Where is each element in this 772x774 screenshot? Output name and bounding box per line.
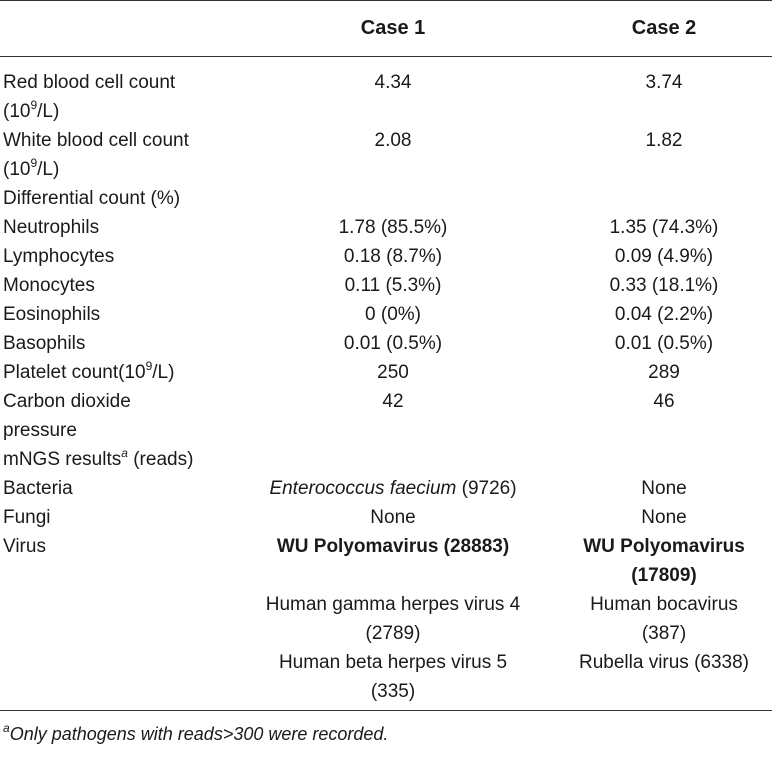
row-label: White blood cell count (109/L) xyxy=(3,130,189,180)
case1-value xyxy=(230,445,556,474)
table-row-fungi: Fungi None None xyxy=(0,503,772,532)
case1-value: 0.18 (8.7%) xyxy=(343,246,443,267)
table-row-differential: Differential count (%) xyxy=(0,184,772,213)
table-row-bacteria: Bacteria Enterococcus faecium (9726) Non… xyxy=(0,474,772,503)
table-row-eosinophils: Eosinophils 0 (0%) 0.04 (2.2%) xyxy=(0,300,772,329)
row-label: Monocytes xyxy=(3,275,95,296)
row-label: Fungi xyxy=(3,507,51,528)
header-case1: Case 1 xyxy=(230,0,556,57)
case1-value: Human gamma herpes virus 4 (2789) xyxy=(265,594,521,644)
case1-value: None xyxy=(370,507,416,528)
table-row-virus-2: Human gamma herpes virus 4 (2789) Human b… xyxy=(0,590,772,648)
table-row-virus-3: Human beta herpes virus 5 (335) Rubella v… xyxy=(0,648,772,711)
case1-value: 250 xyxy=(377,362,409,383)
row-label xyxy=(0,648,230,711)
case2-value: 0.33 (18.1%) xyxy=(609,275,719,296)
case2-value: 0.01 (0.5%) xyxy=(614,333,714,354)
case1-value: 0 (0%) xyxy=(365,304,421,325)
header-row: Case 1 Case 2 xyxy=(0,0,772,57)
table-row-wbc: White blood cell count (109/L) 2.08 1.82 xyxy=(0,126,772,184)
row-label: Bacteria xyxy=(3,478,73,499)
case2-value: 3.74 xyxy=(645,72,683,93)
case2-value: 0.09 (4.9%) xyxy=(614,246,714,267)
case1-value xyxy=(230,184,556,213)
case2-value: 1.35 (74.3%) xyxy=(609,217,719,238)
case1-value: Enterococcus faecium (9726) xyxy=(269,478,517,499)
row-label: Neutrophils xyxy=(3,217,100,238)
row-label: Eosinophils xyxy=(3,304,101,325)
case2-value: None xyxy=(641,507,687,528)
header-case2: Case 2 xyxy=(556,0,772,57)
row-label: Carbon dioxide pressure xyxy=(3,391,131,441)
row-label xyxy=(0,590,230,648)
case2-value: Rubella virus (6338) xyxy=(556,648,772,711)
case1-value: 42 xyxy=(382,391,404,412)
row-label: Platelet count(109/L) xyxy=(3,358,175,383)
case2-value: Human bocavirus (387) xyxy=(590,594,738,644)
table-row-platelet: Platelet count(109/L) 250 289 xyxy=(0,358,772,387)
case1-value: WU Polyomavirus (28883) xyxy=(276,536,510,557)
case2-value xyxy=(556,445,772,474)
row-label: Basophils xyxy=(3,333,86,354)
case1-value: 0.11 (5.3%) xyxy=(344,275,442,296)
row-label: mNGS resultsa (reads) xyxy=(3,445,194,470)
case2-value: 0.04 (2.2%) xyxy=(614,304,714,325)
row-label: Red blood cell count (109/L) xyxy=(3,72,176,122)
data-table-container: Case 1 Case 2 Red blood cell count (109/L… xyxy=(0,0,772,744)
case2-value xyxy=(556,184,772,213)
table-row-basophils: Basophils 0.01 (0.5%) 0.01 (0.5%) xyxy=(0,329,772,358)
case1-value: 2.08 xyxy=(374,130,412,151)
data-table: Case 1 Case 2 Red blood cell count (109/L… xyxy=(0,0,772,711)
row-label: Virus xyxy=(3,536,46,557)
table-row-virus: Virus WU Polyomavirus (28883) WU Polyoma… xyxy=(0,532,772,590)
table-footnote: aOnly pathogens with reads>300 were reco… xyxy=(3,721,389,744)
table-row-lymphocytes: Lymphocytes 0.18 (8.7%) 0.09 (4.9%) xyxy=(0,242,772,271)
case2-value: 289 xyxy=(648,362,680,383)
row-label: Lymphocytes xyxy=(3,246,115,267)
table-row-neutrophils: Neutrophils 1.78 (85.5%) 1.35 (74.3%) xyxy=(0,213,772,242)
case2-value: WU Polyomavirus (17809) xyxy=(583,536,745,586)
case1-value: 4.34 xyxy=(374,72,412,93)
case2-value: None xyxy=(641,478,687,499)
case1-value: 0.01 (0.5%) xyxy=(343,333,443,354)
case1-value: 1.78 (85.5%) xyxy=(338,217,448,238)
table-row-rbc: Red blood cell count (109/L) 4.34 3.74 xyxy=(0,57,772,127)
case1-value: Human beta herpes virus 5 (335) xyxy=(230,648,556,711)
table-row-co2: Carbon dioxide pressure 42 46 xyxy=(0,387,772,445)
table-row-mngs: mNGS resultsa (reads) xyxy=(0,445,772,474)
table-row-monocytes: Monocytes 0.11 (5.3%) 0.33 (18.1%) xyxy=(0,271,772,300)
header-blank xyxy=(0,0,230,57)
case2-value: 46 xyxy=(653,391,675,412)
row-label: Differential count (%) xyxy=(3,188,181,209)
case2-value: 1.82 xyxy=(645,130,683,151)
